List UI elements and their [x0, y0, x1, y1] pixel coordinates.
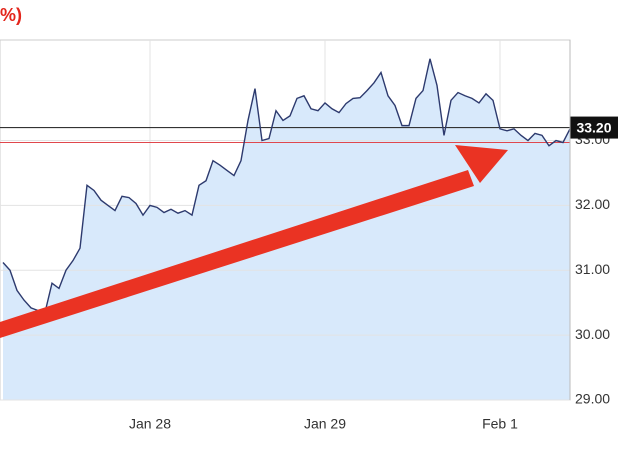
y-tick-label: 29.00 — [575, 391, 610, 407]
price-line — [2, 58, 571, 314]
y-tick-label: 30.00 — [575, 326, 610, 342]
arrow-head — [455, 145, 508, 183]
y-tick-label: 32.00 — [575, 196, 610, 212]
x-tick-label: Jan 29 — [304, 416, 346, 432]
y-tick-label: 31.00 — [575, 261, 610, 277]
x-tick-label: Jan 28 — [129, 416, 171, 432]
arrow-shaft — [0, 170, 474, 338]
x-tick-label: Feb 1 — [482, 416, 518, 432]
current-price-label: 33.20 — [576, 119, 611, 135]
chart-title: %) — [0, 5, 22, 25]
current-price-box — [570, 116, 618, 139]
